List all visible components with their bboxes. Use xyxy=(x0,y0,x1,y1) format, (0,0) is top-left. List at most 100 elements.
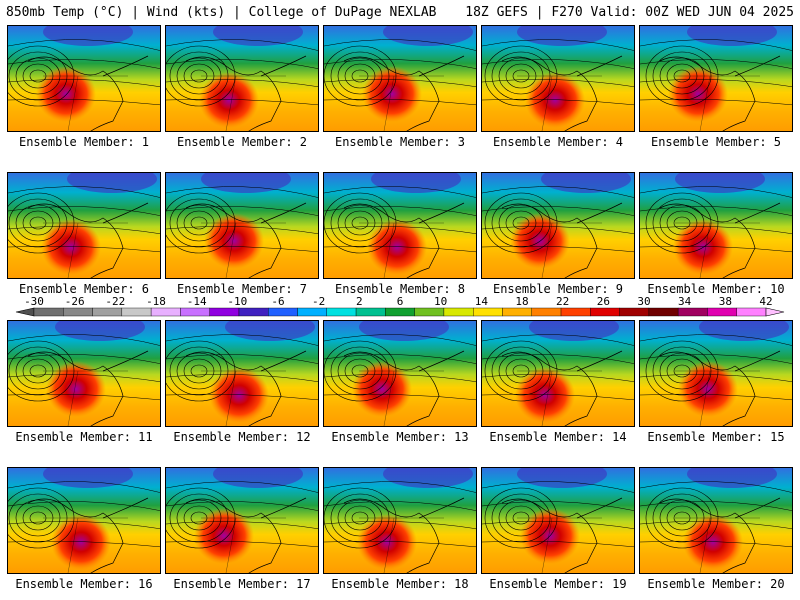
color-swatch xyxy=(414,307,445,317)
color-swatch xyxy=(92,307,123,317)
ensemble-map-5 xyxy=(639,25,793,132)
ensemble-map-19 xyxy=(481,467,635,574)
color-scale-tick: 10 xyxy=(434,296,447,308)
temperature-map xyxy=(166,173,318,278)
color-swatch xyxy=(531,307,562,317)
run-info: 18Z GEFS | F270 Valid: 00Z WED JUN 04 20… xyxy=(465,5,794,20)
color-swatch xyxy=(33,307,64,317)
color-scale-tick: -18 xyxy=(146,296,166,308)
color-swatch xyxy=(326,307,357,317)
temperature-map xyxy=(8,173,160,278)
color-scale-tick: -6 xyxy=(271,296,284,308)
color-scale-tick: -30 xyxy=(24,296,44,308)
color-swatch xyxy=(297,307,327,317)
color-scale-tick: -14 xyxy=(187,296,207,308)
color-swatch xyxy=(707,307,737,317)
color-scale-tick: -26 xyxy=(65,296,85,308)
color-scale-graphic: -30 -26 -22 -18 -14 -10 -6 -2 2 6 10 14 18 22 26 30 34 38… xyxy=(15,296,785,317)
color-scale-tick: 2 xyxy=(356,296,363,308)
temperature-map xyxy=(324,468,476,573)
temperature-map xyxy=(324,321,476,426)
member-label: Ensemble Member: 18 xyxy=(331,577,469,591)
member-label: Ensemble Member: 8 xyxy=(334,282,466,296)
color-scale-tick: 38 xyxy=(719,296,732,308)
member-label: Ensemble Member: 13 xyxy=(331,430,469,444)
temperature-map xyxy=(8,321,160,426)
color-swatch xyxy=(648,307,679,317)
member-label: Ensemble Member: 20 xyxy=(647,577,785,591)
member-label: Ensemble Member: 5 xyxy=(650,135,782,149)
member-label: Ensemble Member: 6 xyxy=(18,282,150,296)
member-label: Ensemble Member: 9 xyxy=(492,282,624,296)
ensemble-map-20 xyxy=(639,467,793,574)
ensemble-map-9 xyxy=(481,172,635,279)
color-swatch xyxy=(736,307,767,317)
color-scale-tick: -22 xyxy=(105,296,125,308)
temperature-map xyxy=(482,321,634,426)
member-label: Ensemble Member: 1 xyxy=(18,135,150,149)
color-scale-tick: 42 xyxy=(759,296,772,308)
temperature-map xyxy=(482,468,634,573)
temperature-map xyxy=(8,26,160,131)
color-swatch xyxy=(473,307,503,317)
member-label: Ensemble Member: 17 xyxy=(173,577,311,591)
member-label: Ensemble Member: 7 xyxy=(176,282,308,296)
member-label: Ensemble Member: 10 xyxy=(647,282,785,296)
ensemble-map-3 xyxy=(323,25,477,132)
member-label: Ensemble Member: 16 xyxy=(15,577,153,591)
color-scale-tick: 34 xyxy=(678,296,692,308)
ensemble-map-11 xyxy=(7,320,161,427)
ensemble-map-6 xyxy=(7,172,161,279)
color-swatch xyxy=(180,307,210,317)
ensemble-map-18 xyxy=(323,467,477,574)
temperature-map xyxy=(166,468,318,573)
member-label: Ensemble Member: 11 xyxy=(15,430,153,444)
ensemble-map-1 xyxy=(7,25,161,132)
color-swatch xyxy=(150,307,181,317)
color-swatch xyxy=(385,307,415,317)
member-label: Ensemble Member: 15 xyxy=(647,430,785,444)
color-swatch xyxy=(63,307,93,317)
color-swatch xyxy=(590,307,620,317)
member-label: Ensemble Member: 19 xyxy=(489,577,627,591)
color-swatch xyxy=(268,307,298,317)
color-swatch xyxy=(619,307,650,317)
ensemble-map-14 xyxy=(481,320,635,427)
color-scale: -30 -26 -22 -18 -14 -10 -6 -2 2 6 10 14 18 22 26 30 34 38… xyxy=(4,296,796,320)
color-scale-tick: 6 xyxy=(397,296,404,308)
color-scale-tick: -2 xyxy=(312,296,325,308)
temperature-map xyxy=(166,321,318,426)
color-scale-tick: 14 xyxy=(475,296,489,308)
temperature-map xyxy=(324,26,476,131)
color-swatch xyxy=(502,307,532,317)
temperature-map xyxy=(166,26,318,131)
ensemble-map-10 xyxy=(639,172,793,279)
ensemble-map-15 xyxy=(639,320,793,427)
color-swatch xyxy=(209,307,240,317)
ensemble-map-4 xyxy=(481,25,635,132)
color-swatch xyxy=(121,307,152,317)
color-scale-tick: -10 xyxy=(227,296,247,308)
temperature-map xyxy=(324,173,476,278)
member-label: Ensemble Member: 14 xyxy=(489,430,627,444)
ensemble-map-16 xyxy=(7,467,161,574)
member-label: Ensemble Member: 4 xyxy=(492,135,624,149)
member-label: Ensemble Member: 3 xyxy=(334,135,466,149)
ensemble-map-13 xyxy=(323,320,477,427)
temperature-map xyxy=(8,468,160,573)
chart-title: 850mb Temp (°C) | Wind (kts) | College o… xyxy=(6,5,437,20)
temperature-map xyxy=(640,321,792,426)
temperature-map xyxy=(482,173,634,278)
color-swatch xyxy=(677,307,708,317)
ensemble-map-7 xyxy=(165,172,319,279)
color-scale-tick: 22 xyxy=(556,296,569,308)
color-scale-tick: 30 xyxy=(637,296,650,308)
ensemble-map-12 xyxy=(165,320,319,427)
member-label: Ensemble Member: 12 xyxy=(173,430,311,444)
temperature-map xyxy=(640,26,792,131)
ensemble-map-2 xyxy=(165,25,319,132)
ensemble-map-17 xyxy=(165,467,319,574)
color-swatch xyxy=(355,307,386,317)
temperature-map xyxy=(640,468,792,573)
ensemble-map-8 xyxy=(323,172,477,279)
